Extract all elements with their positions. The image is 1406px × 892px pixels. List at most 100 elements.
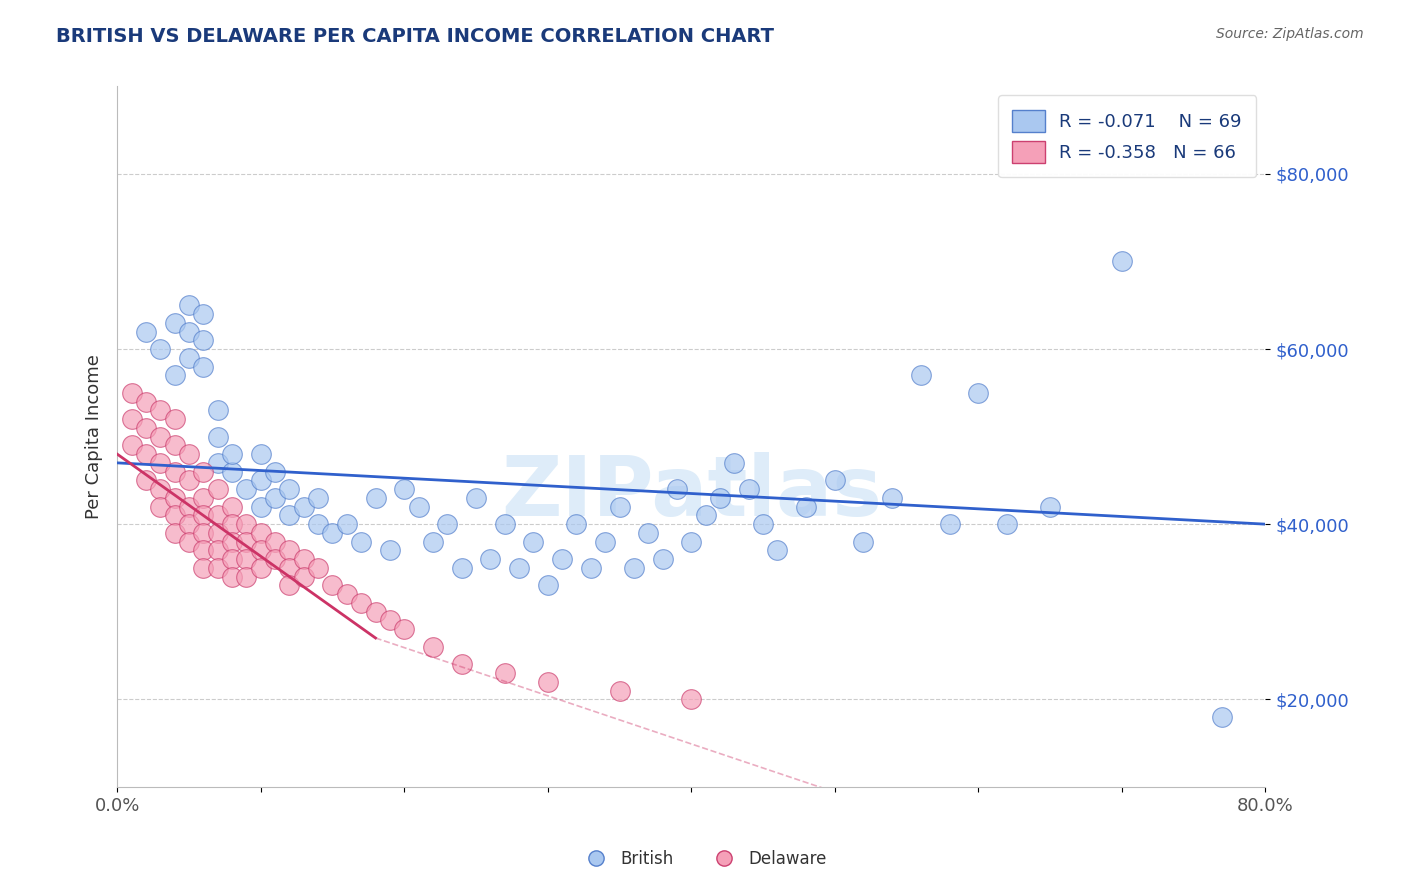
Point — [910, 368, 932, 383]
Point — [494, 517, 516, 532]
Point — [264, 534, 287, 549]
Point — [135, 394, 157, 409]
Point — [193, 307, 215, 321]
Point — [235, 517, 257, 532]
Point — [177, 298, 200, 312]
Point — [450, 657, 472, 672]
Point — [766, 543, 789, 558]
Point — [149, 403, 172, 417]
Point — [565, 517, 588, 532]
Point — [882, 491, 904, 505]
Point — [207, 508, 229, 523]
Point — [995, 517, 1018, 532]
Point — [249, 447, 271, 461]
Point — [235, 482, 257, 496]
Point — [221, 552, 243, 566]
Point — [221, 534, 243, 549]
Point — [681, 692, 703, 706]
Point — [967, 385, 990, 400]
Point — [938, 517, 960, 532]
Point — [163, 438, 186, 452]
Legend: British, Delaware: British, Delaware — [572, 844, 834, 875]
Point — [121, 438, 143, 452]
Point — [207, 429, 229, 443]
Point — [824, 474, 846, 488]
Point — [378, 543, 401, 558]
Point — [350, 534, 373, 549]
Point — [135, 421, 157, 435]
Text: Source: ZipAtlas.com: Source: ZipAtlas.com — [1216, 27, 1364, 41]
Point — [522, 534, 544, 549]
Point — [149, 482, 172, 496]
Point — [1039, 500, 1062, 514]
Point — [609, 683, 631, 698]
Point — [422, 640, 444, 654]
Point — [737, 482, 759, 496]
Point — [177, 474, 200, 488]
Point — [465, 491, 488, 505]
Point — [278, 482, 301, 496]
Point — [235, 552, 257, 566]
Point — [350, 596, 373, 610]
Point — [221, 517, 243, 532]
Point — [207, 525, 229, 540]
Point — [221, 447, 243, 461]
Point — [177, 534, 200, 549]
Point — [264, 491, 287, 505]
Point — [221, 570, 243, 584]
Point — [264, 465, 287, 479]
Point — [207, 561, 229, 575]
Point — [709, 491, 731, 505]
Point — [163, 465, 186, 479]
Point — [149, 456, 172, 470]
Point — [321, 525, 343, 540]
Point — [292, 500, 315, 514]
Point — [135, 474, 157, 488]
Point — [537, 578, 560, 592]
Point — [551, 552, 574, 566]
Point — [249, 561, 271, 575]
Point — [177, 500, 200, 514]
Point — [249, 525, 271, 540]
Point — [292, 552, 315, 566]
Point — [221, 500, 243, 514]
Point — [450, 561, 472, 575]
Legend: R = -0.071    N = 69, R = -0.358   N = 66: R = -0.071 N = 69, R = -0.358 N = 66 — [998, 95, 1257, 178]
Point — [163, 491, 186, 505]
Point — [307, 491, 329, 505]
Point — [1211, 710, 1233, 724]
Point — [207, 403, 229, 417]
Point — [163, 368, 186, 383]
Point — [249, 500, 271, 514]
Point — [163, 508, 186, 523]
Point — [665, 482, 688, 496]
Point — [794, 500, 817, 514]
Point — [1111, 254, 1133, 268]
Point — [163, 316, 186, 330]
Point — [609, 500, 631, 514]
Point — [193, 543, 215, 558]
Point — [494, 665, 516, 680]
Point — [408, 500, 430, 514]
Point — [752, 517, 775, 532]
Point — [135, 325, 157, 339]
Point — [651, 552, 673, 566]
Point — [278, 543, 301, 558]
Point — [278, 561, 301, 575]
Point — [723, 456, 745, 470]
Point — [177, 325, 200, 339]
Point — [149, 429, 172, 443]
Point — [579, 561, 602, 575]
Point — [193, 525, 215, 540]
Point — [221, 465, 243, 479]
Point — [695, 508, 717, 523]
Point — [121, 385, 143, 400]
Point — [537, 674, 560, 689]
Point — [207, 482, 229, 496]
Point — [149, 342, 172, 356]
Point — [436, 517, 458, 532]
Point — [177, 351, 200, 365]
Point — [121, 412, 143, 426]
Point — [292, 570, 315, 584]
Point — [593, 534, 616, 549]
